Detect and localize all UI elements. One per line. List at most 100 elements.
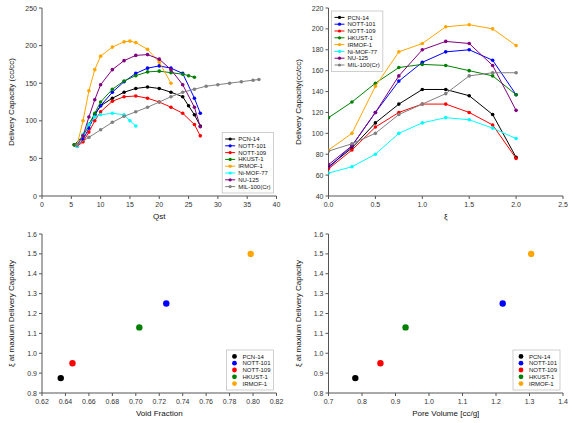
x-tick-label: 1.5 — [464, 201, 474, 208]
legend-box — [226, 350, 273, 390]
x-tick — [247, 196, 248, 199]
marker — [193, 75, 197, 79]
marker — [146, 96, 150, 100]
marker — [350, 142, 354, 146]
x-tick-label: 0.7 — [324, 398, 334, 405]
legend-marker — [232, 381, 237, 386]
x-tick — [229, 393, 230, 396]
marker — [99, 100, 103, 104]
marker — [157, 69, 161, 73]
marker — [491, 123, 495, 127]
x-tick — [516, 196, 517, 199]
x-tick — [135, 393, 136, 396]
y-tick-label: 1.1 — [27, 330, 37, 337]
x-tick-label: 30 — [214, 201, 222, 208]
y-tick-label: 1.0 — [27, 350, 37, 357]
marker — [397, 50, 401, 54]
x-tick — [217, 196, 218, 199]
marker — [87, 136, 91, 140]
x-tick-label: 0.70 — [129, 398, 143, 405]
marker — [157, 87, 161, 91]
marker — [146, 66, 150, 70]
plot-area — [58, 251, 254, 382]
y-axis-label: ξ at maxium Delivery Capacity — [294, 260, 303, 367]
series — [528, 251, 534, 257]
y-tick-label: 1.5 — [314, 250, 324, 257]
legend-marker — [338, 16, 341, 19]
x-tick-label: 5 — [69, 201, 73, 208]
marker — [374, 111, 378, 115]
marker — [374, 132, 378, 136]
y-tick-label: 200 — [25, 42, 37, 49]
marker — [329, 116, 331, 120]
y-tick-label: 0.9 — [314, 370, 324, 377]
line — [77, 41, 171, 145]
y-tick — [39, 8, 42, 9]
legend: PCN-14NOTT-101NOTT-109HKUST-1IRMOF-1Ni-M… — [222, 133, 273, 193]
y-tick-label: 1.4 — [27, 270, 37, 277]
legend-label: NOTT-109 — [238, 150, 267, 156]
x-tick — [395, 393, 396, 396]
y-tick — [326, 373, 329, 374]
panel: 0.70.80.91.01.11.21.31.40.80.91.01.11.21… — [294, 231, 568, 419]
marker — [444, 102, 448, 106]
legend-label: PCN-14 — [529, 354, 551, 360]
marker — [87, 123, 91, 127]
y-tick-label: 1.3 — [27, 290, 37, 297]
marker — [514, 157, 518, 161]
x-tick-label: 20 — [155, 201, 163, 208]
x-tick — [182, 393, 183, 396]
series — [136, 324, 142, 330]
x-tick — [276, 196, 277, 199]
x-tick-label: 0 — [40, 201, 44, 208]
marker — [134, 94, 138, 98]
x-tick — [159, 393, 160, 396]
y-tick — [326, 353, 329, 354]
marker — [350, 148, 354, 152]
x-tick — [469, 196, 470, 199]
point — [136, 324, 142, 330]
x-tick-label: 1.0 — [424, 398, 434, 405]
y-tick — [326, 133, 329, 134]
y-tick — [326, 313, 329, 314]
legend-label: Ni-MOF-77 — [348, 49, 378, 55]
marker — [329, 149, 331, 153]
point — [500, 300, 506, 306]
marker — [122, 114, 126, 118]
legend-marker — [229, 178, 232, 181]
y-tick-label: 150 — [25, 80, 37, 87]
x-tick-label: 0.66 — [82, 398, 96, 405]
line — [77, 55, 200, 145]
y-tick-label: 100 — [312, 130, 324, 137]
legend-marker — [519, 368, 524, 373]
marker — [329, 167, 331, 171]
x-tick — [159, 196, 160, 199]
marker — [99, 128, 103, 132]
y-axis — [42, 8, 43, 196]
y-tick — [39, 393, 42, 394]
series — [329, 102, 518, 170]
legend-marker — [232, 361, 237, 366]
legend-label: NOTT-109 — [242, 367, 271, 373]
marker — [491, 113, 495, 117]
marker — [181, 95, 185, 99]
x-tick — [253, 393, 254, 396]
marker — [514, 71, 518, 75]
marker — [146, 105, 150, 109]
marker — [81, 134, 85, 138]
y-tick — [39, 158, 42, 159]
marker — [169, 90, 173, 94]
x-tick — [462, 393, 463, 396]
marker — [240, 80, 244, 84]
x-tick — [100, 196, 101, 199]
x-tick-label: 0.82 — [270, 398, 284, 405]
marker — [87, 89, 91, 93]
y-tick — [39, 234, 42, 235]
marker — [87, 123, 91, 127]
marker — [157, 100, 161, 104]
y-tick — [326, 70, 329, 71]
y-tick-label: 1.2 — [314, 310, 324, 317]
legend-box — [513, 350, 560, 390]
y-tick — [39, 45, 42, 46]
legend-label: NOTT-101 — [242, 360, 271, 366]
